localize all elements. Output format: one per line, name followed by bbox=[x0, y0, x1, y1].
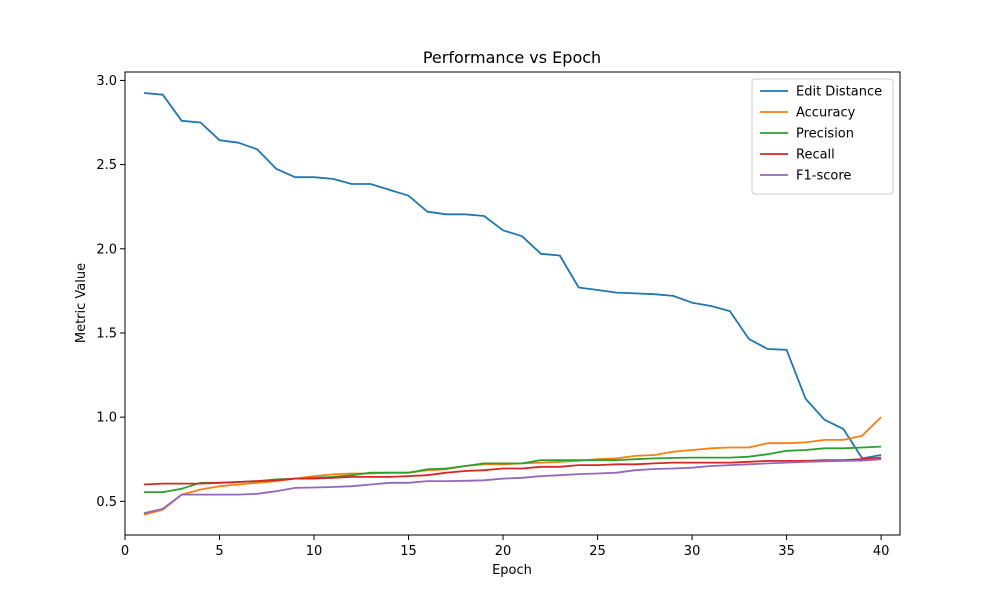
y-tick-label: 2.0 bbox=[96, 242, 117, 257]
series-line-edit-distance bbox=[143, 92, 882, 460]
legend: Edit Distance Accuracy Precision Recall F1-s… bbox=[751, 78, 894, 195]
x-tick-label: 25 bbox=[589, 544, 606, 559]
legend-label-edit-distance: Edit Distance bbox=[796, 85, 882, 100]
chart-title: Performance vs Epoch bbox=[423, 48, 601, 67]
plot-lines bbox=[143, 92, 882, 516]
series-line-recall bbox=[143, 456, 882, 486]
legend-label-f1-score: F1-score bbox=[796, 169, 851, 184]
x-tick-label: 35 bbox=[778, 544, 795, 559]
x-tick-label: 20 bbox=[495, 544, 512, 559]
y-tick-label: 0.5 bbox=[96, 495, 117, 510]
x-tick-label: 40 bbox=[873, 544, 890, 559]
x-tick-label: 0 bbox=[121, 544, 129, 559]
legend-label-recall: Recall bbox=[796, 148, 835, 163]
y-tick-label: 3.0 bbox=[96, 74, 117, 89]
x-tick-label: 15 bbox=[400, 544, 417, 559]
axes: 0 5 10 15 20 25 30 35 40 0.5 1.0 1.5 2.0 2.5 3.0 bbox=[96, 71, 901, 559]
legend-label-precision: Precision bbox=[796, 127, 854, 142]
y-tick-label: 1.5 bbox=[96, 326, 117, 341]
y-axis-label: Metric Value bbox=[74, 263, 89, 343]
x-tick-label: 5 bbox=[215, 544, 223, 559]
legend-box bbox=[751, 78, 894, 195]
plot-frame bbox=[124, 71, 901, 536]
legend-label-accuracy: Accuracy bbox=[796, 106, 856, 121]
series-line-accuracy bbox=[143, 416, 882, 516]
x-tick-label: 10 bbox=[306, 544, 323, 559]
x-tick-label: 30 bbox=[684, 544, 701, 559]
y-tick-label: 1.0 bbox=[96, 411, 117, 426]
x-axis-label: Epoch bbox=[492, 563, 532, 578]
series-line-f1-score bbox=[143, 458, 882, 514]
y-tick-label: 2.5 bbox=[96, 158, 117, 173]
